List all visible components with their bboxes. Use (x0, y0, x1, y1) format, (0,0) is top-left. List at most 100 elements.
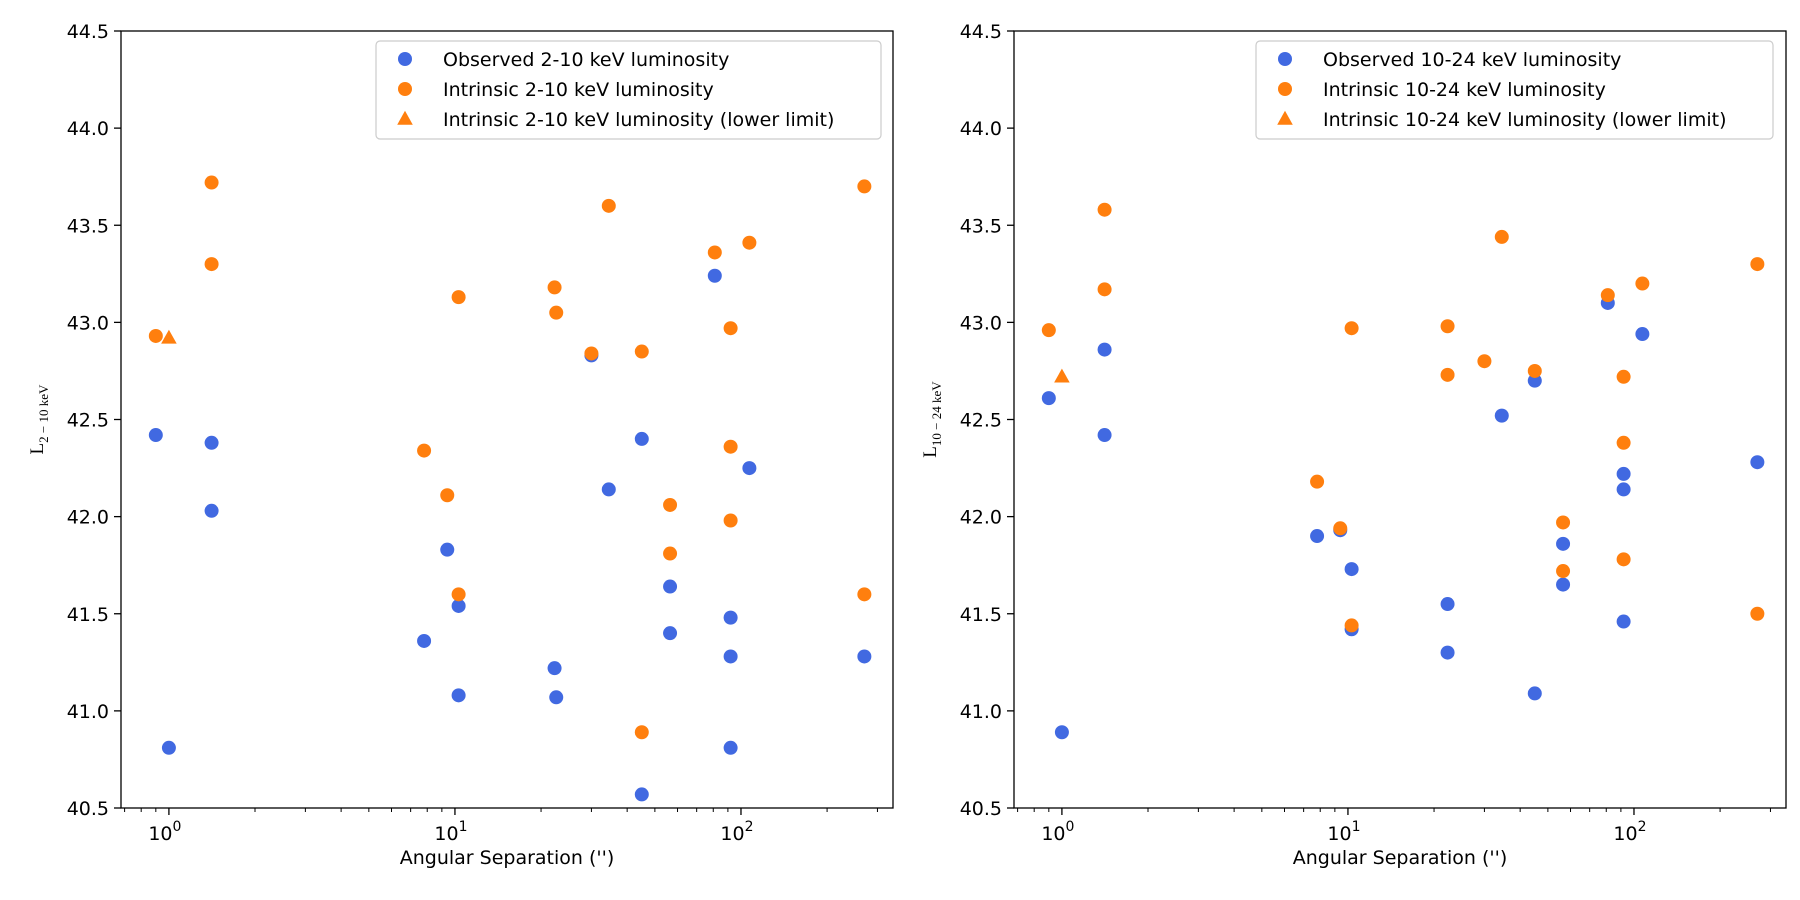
y-tick-label: 40.5 (960, 798, 1002, 820)
plot-area-frame (120, 30, 894, 809)
x-tick-label: 100 (1041, 819, 1074, 845)
x-axis-label: Angular Separation ('') (400, 847, 615, 869)
data-point (723, 610, 738, 625)
data-point (1333, 521, 1348, 536)
data-point (204, 435, 219, 450)
data-point (1527, 686, 1542, 701)
x-tick-label: 102 (720, 819, 753, 845)
data-point (1616, 614, 1631, 629)
series-2-points (161, 329, 177, 344)
data-point (663, 546, 678, 561)
y-tick-label: 42.5 (67, 410, 109, 432)
legend-entry-label: Intrinsic 10-24 keV luminosity (lower li… (1323, 109, 1726, 131)
data-point (1440, 597, 1455, 612)
x-tick-label: 101 (1327, 819, 1360, 845)
data-point (204, 503, 219, 518)
data-point (451, 598, 466, 613)
legend-marker (1278, 52, 1292, 66)
data-point (1616, 552, 1631, 567)
data-point (1344, 321, 1359, 336)
data-point (451, 688, 466, 703)
data-point (1750, 455, 1765, 470)
data-point (584, 346, 599, 361)
data-point (1527, 373, 1542, 388)
data-point (742, 461, 757, 476)
series-0-points (1041, 295, 1765, 740)
data-point (1097, 202, 1112, 217)
y-tick-label: 41.5 (960, 604, 1002, 626)
legend-box (375, 40, 882, 140)
left-chart-panel: 40.5 41.0 41.5 42.0 42.5 43.0 43.5 44.0 44.5 100 1… (27, 21, 894, 869)
x-tick-label: 102 (1613, 819, 1646, 845)
data-point (723, 513, 738, 528)
legend: Observed 10-24 keV luminosity Intrinsic 1… (1255, 40, 1774, 140)
data-point (601, 198, 616, 213)
data-point (148, 428, 163, 443)
y-tick-label: 44.5 (67, 21, 109, 43)
legend-marker (1278, 82, 1292, 96)
data-point (634, 787, 649, 802)
data-point (549, 305, 564, 320)
legend-entry-label: Intrinsic 2-10 keV luminosity (443, 79, 714, 101)
data-point (857, 587, 872, 602)
x-tick-label: 100 (148, 819, 181, 845)
series-1-points (148, 175, 872, 740)
data-point (1344, 562, 1359, 577)
x-axis-label: Angular Separation ('') (1293, 847, 1508, 869)
y-tick-label: 44.0 (960, 118, 1002, 140)
data-point (601, 482, 616, 497)
series-0-points (148, 268, 872, 802)
data-point (1440, 319, 1455, 334)
y-tick-label: 43.5 (67, 215, 109, 237)
data-point (1616, 466, 1631, 481)
data-point (547, 280, 562, 295)
y-tick-label: 43.0 (67, 312, 109, 334)
data-point (1097, 428, 1112, 443)
data-point (1556, 577, 1571, 592)
data-point (417, 443, 432, 458)
data-point (451, 290, 466, 305)
y-axis-label: L2 − 10 keV (27, 384, 51, 454)
y-tick-label: 42.0 (960, 507, 1002, 529)
y-tick-label: 42.0 (67, 507, 109, 529)
data-point (547, 661, 562, 676)
x-tick-label: 101 (434, 819, 467, 845)
data-point (204, 175, 219, 190)
data-point (1440, 367, 1455, 382)
data-point (451, 587, 466, 602)
data-point (161, 329, 177, 344)
data-point (1635, 276, 1650, 291)
data-point (634, 725, 649, 740)
data-point (1310, 474, 1325, 489)
data-point (440, 542, 455, 557)
y-tick-label: 40.5 (67, 798, 109, 820)
data-point (1750, 257, 1765, 272)
data-point (1054, 725, 1069, 740)
legend-box (1255, 40, 1774, 140)
y-tick-label: 44.5 (960, 21, 1002, 43)
data-point (1041, 323, 1056, 338)
data-point (1750, 606, 1765, 621)
y-tick-label: 43.5 (960, 215, 1002, 237)
data-point (1556, 536, 1571, 551)
y-tick-label: 41.0 (67, 701, 109, 723)
data-point (417, 633, 432, 648)
data-point (723, 649, 738, 664)
legend-marker (398, 52, 412, 66)
data-point (1556, 564, 1571, 579)
data-point (1097, 342, 1112, 357)
data-point (1494, 229, 1509, 244)
legend-entry-label: Observed 2-10 keV luminosity (443, 49, 729, 71)
legend-marker (397, 110, 413, 125)
data-point (148, 328, 163, 343)
data-point (440, 488, 455, 503)
series-2-points (1054, 368, 1070, 383)
data-point (723, 439, 738, 454)
data-point (1616, 435, 1631, 450)
y-tick-label: 41.0 (960, 701, 1002, 723)
data-point (1494, 408, 1509, 423)
data-point (1310, 529, 1325, 544)
data-point (161, 740, 176, 755)
data-point (1616, 482, 1631, 497)
